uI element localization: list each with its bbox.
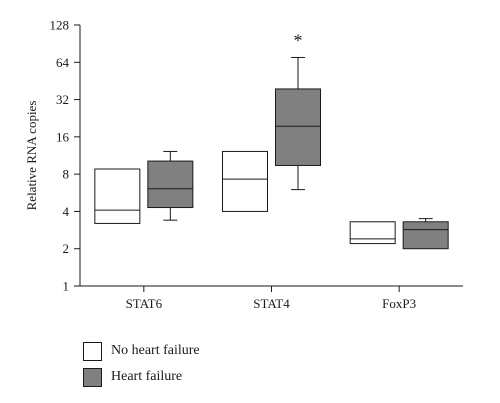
- box: [402, 221, 449, 250]
- legend-swatch-heart-failure: [83, 367, 102, 387]
- y-tick-label: 64: [56, 55, 70, 70]
- legend-label-no-heart-failure: No heart failure: [111, 343, 200, 358]
- y-tick-label: 2: [63, 241, 70, 256]
- box-series: [94, 56, 449, 250]
- legend: No heart failure Heart failure: [83, 341, 200, 393]
- legend-item-no-heart-failure: No heart failure: [83, 341, 200, 361]
- y-tick-label: 16: [56, 129, 70, 144]
- legend-item-heart-failure: Heart failure: [83, 367, 200, 387]
- y-tick-label: 4: [63, 204, 70, 219]
- x-tick-label: STAT6: [126, 296, 163, 311]
- box: [349, 221, 396, 245]
- significance-asterisk: *: [294, 30, 303, 50]
- legend-swatch-no-heart-failure: [83, 341, 102, 361]
- box: [275, 88, 321, 166]
- x-tick-label: FoxP3: [382, 296, 416, 311]
- y-tick-label: 1: [63, 279, 70, 294]
- x-axis-ticks: STAT6 STAT4 FoxP3: [126, 286, 416, 311]
- y-axis-title: Relative RNA copies: [24, 101, 39, 211]
- x-tick-label: STAT4: [253, 296, 290, 311]
- box: [147, 160, 194, 209]
- y-axis-ticks: 1 2 4 8 16 32 64 128: [50, 18, 80, 294]
- y-tick-label: 128: [50, 18, 70, 33]
- y-tick-label: 32: [56, 92, 69, 107]
- box: [94, 168, 141, 224]
- box: [222, 150, 268, 212]
- legend-label-heart-failure: Heart failure: [111, 369, 183, 384]
- y-tick-label: 8: [63, 167, 70, 182]
- annotations: *: [294, 30, 303, 50]
